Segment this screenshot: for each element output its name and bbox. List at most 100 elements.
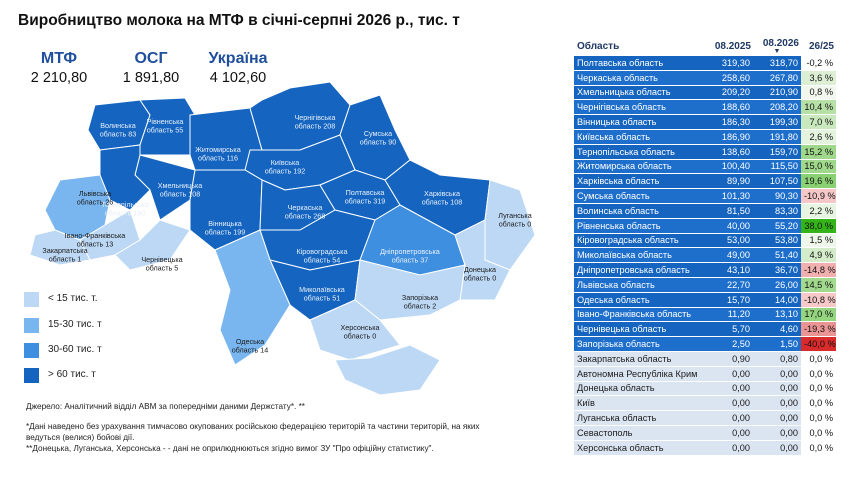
region-cell: Тернопільська область: [574, 144, 705, 160]
table-row[interactable]: Черкаська область 258,60 267,80 3,6 %: [574, 70, 836, 86]
table-row[interactable]: Харківська область 89,90 107,50 19,6 %: [574, 173, 836, 190]
legend-label: 15-30 тис. т: [48, 319, 102, 330]
value-2025-cell: 209,20: [705, 85, 753, 101]
table-row[interactable]: Луганська область 0,00 0,00 0,0 %: [574, 410, 836, 426]
table-row[interactable]: Закарпатська область 0,90 0,80 0,0 %: [574, 351, 836, 367]
table-row[interactable]: Севастополь 0,00 0,00 0,0 %: [574, 425, 836, 441]
region-cell: Івано-Франківська область: [574, 307, 705, 323]
table-row[interactable]: Рівненська область 40,00 55,20 38,0 %: [574, 218, 836, 234]
table-row[interactable]: Вінницька область 186,30 199,30 7,0 %: [574, 114, 836, 130]
region-rivne[interactable]: [139, 97, 199, 156]
table-row[interactable]: Житомирська область 100,40 115,50 15,0 %: [574, 159, 836, 175]
value-2025-cell: 100,40: [705, 159, 753, 175]
value-2026-cell: 90,30: [753, 188, 801, 204]
table-row[interactable]: Сумська область 101,30 90,30 -10,9 %: [574, 188, 836, 204]
region-cell: Харківська область: [574, 173, 705, 190]
change-cell: 3,6 %: [801, 70, 836, 86]
map-region-label: Полтавська область 319: [345, 188, 386, 206]
value-2026-cell: 191,80: [753, 129, 801, 145]
map-region-label: Херсонська область 0: [340, 323, 379, 341]
value-2025-cell: 15,70: [705, 292, 753, 308]
table-row[interactable]: Київ 0,00 0,00 0,0 %: [574, 395, 836, 412]
kpi-mtf-value: 2 210,80: [30, 70, 88, 86]
table-row[interactable]: Дніпропетровська область 43,10 36,70 -14,8 …: [574, 262, 836, 278]
map-region-label: Сумська область 90: [360, 129, 397, 147]
region-zakarpattia[interactable]: [29, 229, 91, 266]
table-row[interactable]: Київська область 186,90 191,80 2,6 %: [574, 129, 836, 145]
table-row[interactable]: Кіровоградська область 53,00 53,80 1,5 %: [574, 233, 836, 249]
column-header-2025[interactable]: 08.2025: [705, 36, 753, 56]
change-cell: 0,0 %: [801, 395, 836, 412]
change-cell: 17,0 %: [801, 307, 836, 323]
value-2026-cell: 55,20: [753, 218, 801, 234]
region-cell: Рівненська область: [574, 218, 705, 234]
value-2025-cell: 0,00: [705, 410, 753, 426]
change-cell: 15,2 %: [801, 144, 836, 160]
table-row[interactable]: Херсонська область 0,00 0,00 0,0 %: [574, 440, 836, 456]
legend-item: 30-60 тис. т: [24, 343, 184, 359]
table-row[interactable]: Миколаївська область 49,00 51,40 4,9 %: [574, 247, 836, 264]
legend-swatch: [24, 368, 39, 383]
value-2026-cell: 1,50: [753, 336, 801, 352]
table-row[interactable]: Тернопільська область 138,60 159,70 15,2 %: [574, 144, 836, 160]
map-region-label: Рівненська область 55: [147, 117, 184, 135]
map-region-label: Черкаська область 268: [285, 203, 326, 221]
value-2025-cell: 138,60: [705, 144, 753, 160]
change-cell: 0,0 %: [801, 440, 836, 456]
column-header-region[interactable]: Область: [574, 36, 705, 56]
map-region-label: Луганська область 0: [498, 211, 531, 229]
value-2026-cell: 199,30: [753, 114, 801, 130]
table-row[interactable]: Одеська область 15,70 14,00 -10,8 %: [574, 292, 836, 308]
table-row[interactable]: Запорізька область 2,50 1,50 -40,0 %: [574, 336, 836, 352]
value-2026-cell: 14,00: [753, 292, 801, 308]
change-cell: 0,0 %: [801, 410, 836, 426]
table-row[interactable]: Хмельницька область 209,20 210,90 0,8 %: [574, 85, 836, 101]
map-region-label: Одеська область 14: [232, 337, 269, 355]
map-region-label: Донецька область 0: [464, 265, 497, 283]
value-2025-cell: 5,70: [705, 321, 753, 338]
table-row[interactable]: Івано-Франківська область 11,20 13,10 17,0 …: [574, 307, 836, 323]
column-header-2026-label: 08.2026: [762, 37, 799, 49]
kpi-ukraine-value: 4 102,60: [209, 70, 267, 86]
table-row[interactable]: Волинська область 81,50 83,30 2,2 %: [574, 203, 836, 219]
table-row[interactable]: Чернівецька область 5,70 4,60 -19,3 %: [574, 321, 836, 338]
value-2026-cell: 13,10: [753, 307, 801, 323]
value-2026-cell: 267,80: [753, 70, 801, 86]
change-cell: 7,0 %: [801, 114, 836, 130]
kpi-ukraine: Україна 4 102,60: [203, 50, 273, 86]
region-cell: Автономна Республіка Крим: [574, 366, 705, 382]
table-row[interactable]: Полтавська область 319,30 318,70 -0,2 %: [574, 56, 836, 71]
change-cell: 0,0 %: [801, 425, 836, 441]
table-row[interactable]: Львівська область 22,70 26,00 14,5 %: [574, 277, 836, 293]
kpi-osg-value: 1 891,80: [122, 70, 180, 86]
region-crimea[interactable]: [334, 344, 441, 396]
kpi-osg-label: ОСГ: [134, 50, 168, 67]
map-region-label: Тернопільська область 160: [101, 200, 149, 218]
region-cell: Одеська область: [574, 292, 705, 308]
value-2025-cell: 101,30: [705, 188, 753, 204]
map-region-label: Волинська область 83: [100, 121, 137, 139]
region-cell: Волинська область: [574, 203, 705, 219]
column-header-change[interactable]: 26/25: [801, 36, 836, 56]
value-2025-cell: 2,50: [705, 336, 753, 352]
value-2026-cell: 0,00: [753, 366, 801, 382]
table-header-row: Область 08.2025 08.2026 ▼ 26/25: [574, 36, 836, 56]
map-region-label: Дніпропетровська область 37: [380, 247, 440, 265]
region-cell: Полтавська область: [574, 56, 705, 71]
table-row[interactable]: Чернігівська область 188,60 208,20 10,4 %: [574, 99, 836, 116]
change-cell: -19,3 %: [801, 321, 836, 338]
column-header-2026[interactable]: 08.2026 ▼: [753, 36, 801, 56]
value-2025-cell: 0,00: [705, 395, 753, 412]
region-kherson[interactable]: [309, 299, 401, 361]
value-2026-cell: 4,60: [753, 321, 801, 338]
legend-label: 30-60 тис. т: [48, 344, 102, 355]
region-cell: Черкаська область: [574, 70, 705, 86]
change-cell: 10,4 %: [801, 99, 836, 116]
region-odesa[interactable]: [214, 229, 291, 366]
kpi-ukraine-label: Україна: [208, 50, 268, 67]
table-row[interactable]: Донецька область 0,00 0,00 0,0 %: [574, 381, 836, 397]
value-2026-cell: 210,90: [753, 85, 801, 101]
region-chernivtsi[interactable]: [114, 219, 191, 271]
change-cell: 38,0 %: [801, 218, 836, 234]
table-row[interactable]: Автономна Республіка Крим 0,00 0,00 0,0 %: [574, 366, 836, 382]
